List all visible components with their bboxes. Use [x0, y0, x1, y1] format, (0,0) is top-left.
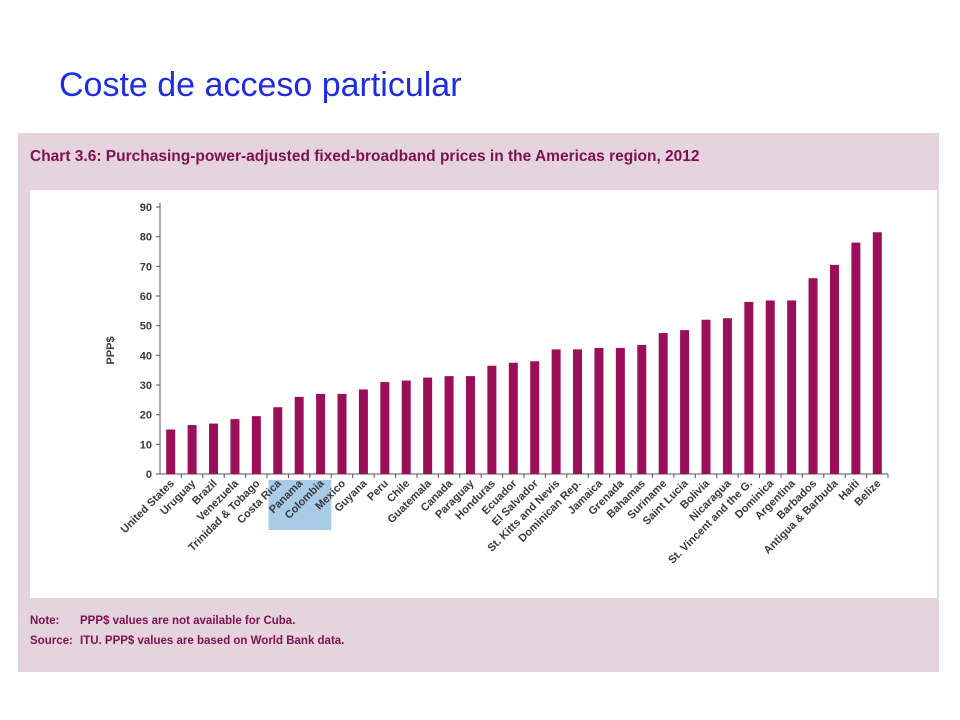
bar: [551, 349, 561, 474]
bar: [594, 347, 604, 474]
bar: [465, 376, 475, 474]
bar: [401, 380, 411, 474]
y-tick-label: 30: [140, 380, 152, 392]
bar: [680, 330, 690, 474]
source-text: ITU. PPP$ values are based on World Bank…: [80, 635, 345, 647]
bar: [166, 429, 176, 474]
bar: [294, 396, 304, 474]
note-text: PPP$ values are not available for Cuba.: [80, 615, 296, 627]
y-tick-label: 0: [146, 469, 152, 481]
bar: [530, 361, 540, 474]
bar: [444, 376, 454, 474]
y-tick-label: 70: [140, 261, 152, 273]
bar: [722, 318, 732, 474]
y-tick-label: 60: [140, 291, 152, 303]
note-key: Note:: [30, 615, 60, 627]
highlight-box: [268, 480, 332, 530]
bar: [423, 377, 433, 474]
slide-title: Coste de acceso particular: [59, 66, 462, 104]
chart-notes: Note: PPP$ values are not available for …: [30, 611, 344, 651]
bar: [637, 344, 647, 474]
bar: [251, 416, 261, 474]
bar: [829, 264, 839, 474]
bar: [701, 319, 711, 474]
bar: [273, 407, 283, 474]
y-tick-label: 80: [140, 232, 152, 244]
bar: [337, 393, 347, 474]
y-tick-label: 90: [140, 202, 152, 214]
bar: [508, 362, 518, 474]
chart-heading: Chart 3.6: Purchasing-power-adjusted fix…: [30, 148, 700, 165]
bar: [487, 365, 497, 474]
bar: [765, 300, 775, 474]
y-tick-label: 20: [140, 410, 152, 422]
bar: [358, 389, 368, 474]
bar: [872, 232, 882, 474]
y-tick-label: 40: [140, 350, 152, 362]
source-key: Source:: [30, 635, 73, 647]
plot-area: 0 10 20 30 40 50 60 70 80 90 PPP$ United States Urug…: [30, 190, 937, 598]
bar: [808, 278, 818, 474]
bar: [209, 423, 219, 474]
bar: [230, 419, 240, 474]
bar: [380, 382, 390, 474]
bar: [316, 393, 326, 474]
source-row: Source: ITU. PPP$ values are based on Wo…: [30, 631, 344, 651]
chart-panel: Chart 3.6: Purchasing-power-adjusted fix…: [18, 133, 939, 672]
bar: [787, 300, 797, 474]
y-axis-label: PPP$: [105, 336, 117, 364]
bar: [658, 333, 668, 474]
bar: [744, 301, 754, 474]
bar: [187, 425, 197, 474]
note-row: Note: PPP$ values are not available for …: [30, 611, 344, 631]
y-tick-label: 50: [140, 321, 152, 333]
bar: [851, 242, 861, 474]
bar: [573, 349, 583, 474]
y-tick-label: 10: [140, 439, 152, 451]
bar: [615, 347, 625, 474]
